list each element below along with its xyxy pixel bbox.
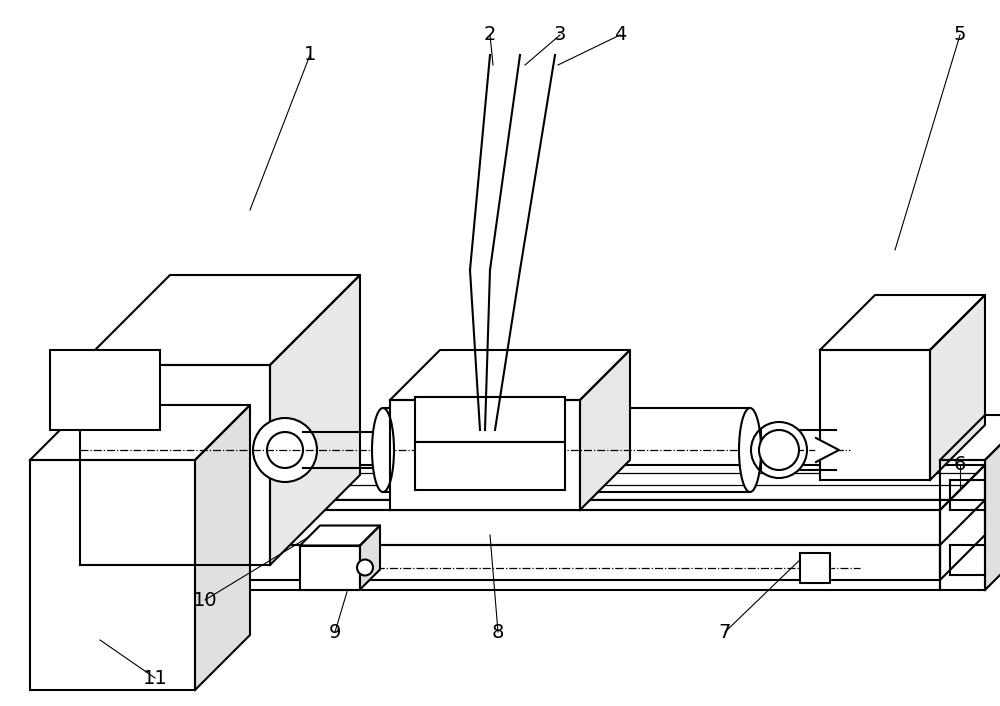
Circle shape xyxy=(267,432,303,468)
Polygon shape xyxy=(940,460,985,590)
Polygon shape xyxy=(270,275,360,565)
Polygon shape xyxy=(80,365,270,565)
Polygon shape xyxy=(390,350,630,400)
Circle shape xyxy=(357,559,373,575)
Polygon shape xyxy=(30,405,250,460)
Polygon shape xyxy=(195,405,250,690)
Text: 11: 11 xyxy=(143,669,167,688)
Polygon shape xyxy=(940,465,985,580)
Polygon shape xyxy=(940,415,1000,460)
Polygon shape xyxy=(360,525,380,590)
Text: 7: 7 xyxy=(719,623,731,642)
Polygon shape xyxy=(816,438,839,462)
Polygon shape xyxy=(580,350,630,510)
Polygon shape xyxy=(210,545,940,590)
Polygon shape xyxy=(210,510,940,580)
Text: 4: 4 xyxy=(614,25,626,44)
Polygon shape xyxy=(210,500,985,545)
Text: 9: 9 xyxy=(329,623,341,642)
Polygon shape xyxy=(820,295,985,350)
Circle shape xyxy=(253,418,317,482)
Text: 2: 2 xyxy=(484,25,496,44)
Bar xyxy=(415,442,565,490)
Text: 5: 5 xyxy=(954,25,966,44)
Polygon shape xyxy=(820,350,930,480)
Bar xyxy=(415,397,565,442)
Text: 6: 6 xyxy=(954,455,966,474)
Text: 8: 8 xyxy=(492,623,504,642)
Polygon shape xyxy=(210,465,985,510)
Circle shape xyxy=(751,422,807,478)
Polygon shape xyxy=(930,295,985,480)
Polygon shape xyxy=(390,400,580,510)
Polygon shape xyxy=(800,553,830,582)
Text: 3: 3 xyxy=(554,25,566,44)
Circle shape xyxy=(759,430,799,470)
Polygon shape xyxy=(985,415,1000,590)
Ellipse shape xyxy=(372,408,394,492)
Text: 1: 1 xyxy=(304,45,316,64)
Text: 10: 10 xyxy=(193,590,217,609)
Polygon shape xyxy=(80,275,360,365)
Polygon shape xyxy=(300,525,380,546)
Ellipse shape xyxy=(739,408,761,492)
Bar xyxy=(50,350,160,430)
Polygon shape xyxy=(30,460,195,690)
Polygon shape xyxy=(300,546,360,590)
